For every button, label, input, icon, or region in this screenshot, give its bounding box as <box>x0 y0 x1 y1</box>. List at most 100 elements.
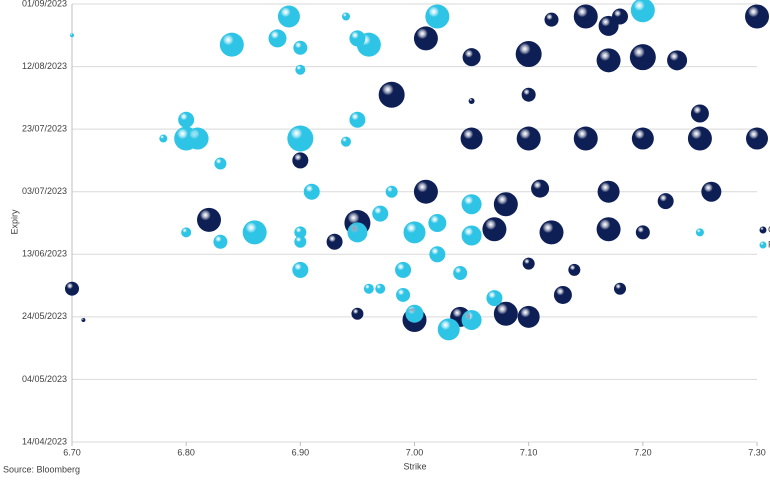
bubble <box>405 304 424 323</box>
bubble <box>493 301 518 326</box>
bubble <box>515 41 542 68</box>
bubble <box>460 127 483 150</box>
bubble <box>159 134 168 143</box>
bubble <box>347 222 368 243</box>
x-tick-label: 7.00 <box>406 447 424 457</box>
legend-marker <box>759 226 767 234</box>
bubble <box>539 220 564 245</box>
bubble <box>219 32 244 57</box>
y-tick-label: 13/06/2023 <box>22 249 67 259</box>
bubble <box>70 33 74 38</box>
bubble <box>375 283 386 294</box>
x-tick-label: 7.10 <box>520 447 538 457</box>
y-tick-label: 23/07/2023 <box>22 124 67 134</box>
bubble <box>598 15 619 36</box>
bubble <box>568 263 581 276</box>
bubble <box>181 227 192 238</box>
bubble <box>745 4 769 29</box>
bubble <box>657 193 674 210</box>
bubble <box>303 183 320 200</box>
bubble <box>363 283 374 294</box>
bubble <box>695 228 704 237</box>
legend-marker <box>759 241 767 249</box>
legend-label: P <box>768 239 770 249</box>
bubble <box>214 157 227 170</box>
bubble <box>544 12 559 27</box>
bubble <box>461 309 482 330</box>
bubble <box>268 29 287 48</box>
bubble <box>413 179 438 204</box>
y-tick-label: 12/08/2023 <box>22 61 67 71</box>
y-tick-label: 01/09/2023 <box>22 0 67 8</box>
bubble <box>428 214 447 232</box>
legend-label: C <box>768 224 770 234</box>
bubble <box>690 104 709 123</box>
y-tick-label: 04/05/2023 <box>22 374 67 384</box>
bubble <box>326 233 343 250</box>
bubble <box>341 136 351 147</box>
bubble <box>573 4 598 29</box>
x-tick-label: 7.20 <box>634 447 652 457</box>
bubble <box>522 257 535 270</box>
bubble <box>468 97 475 104</box>
bubble <box>429 246 446 263</box>
bubble <box>629 44 656 71</box>
bubble <box>596 48 621 73</box>
bubble <box>614 282 626 295</box>
bubble <box>403 221 426 244</box>
bubble <box>351 307 364 320</box>
bubble <box>596 217 621 242</box>
bubble <box>186 127 209 150</box>
bubble <box>396 287 411 302</box>
bubble <box>178 111 195 128</box>
bubble <box>385 185 398 198</box>
bubble <box>486 290 503 307</box>
bubble <box>553 285 572 304</box>
bubble <box>482 217 507 242</box>
source-note: Source: Bloomberg <box>3 464 80 474</box>
bubble <box>597 180 620 203</box>
bubble <box>349 111 366 128</box>
bubble <box>242 220 267 245</box>
bubble <box>687 126 712 151</box>
bubble <box>213 234 228 249</box>
bubble <box>630 0 655 23</box>
bubble <box>425 4 450 29</box>
bubble <box>292 261 309 278</box>
x-axis-label: Strike <box>403 461 426 471</box>
x-tick-label: 6.70 <box>63 447 81 457</box>
y-tick-label: 24/05/2023 <box>22 311 67 321</box>
bubble <box>197 207 221 232</box>
y-axis-label: Expiry <box>9 209 19 235</box>
bubble <box>573 126 598 151</box>
bubble <box>378 81 405 108</box>
bubble <box>294 235 307 248</box>
bubble <box>631 127 654 150</box>
bubble <box>461 194 482 215</box>
bubble <box>635 225 650 240</box>
bubble <box>667 50 688 71</box>
bubble <box>81 317 86 322</box>
bubble <box>516 126 541 151</box>
bubble <box>453 266 468 281</box>
bubble <box>287 125 314 152</box>
bubble <box>294 226 307 239</box>
bubble <box>462 48 481 67</box>
bubble <box>493 192 518 217</box>
bubble <box>277 5 300 28</box>
x-tick-label: 6.80 <box>177 447 195 457</box>
x-tick-label: 7.30 <box>748 447 766 457</box>
bubble <box>517 305 540 328</box>
bubble <box>342 12 350 21</box>
bubble <box>531 179 550 198</box>
bubble <box>746 127 768 150</box>
x-tick-label: 6.90 <box>292 447 310 457</box>
bubble <box>65 281 79 296</box>
bubble <box>521 87 536 102</box>
y-tick-label: 03/07/2023 <box>22 186 67 196</box>
bubble <box>292 152 309 169</box>
bubble <box>349 30 366 47</box>
bubble <box>293 40 308 55</box>
bubble <box>461 225 482 246</box>
